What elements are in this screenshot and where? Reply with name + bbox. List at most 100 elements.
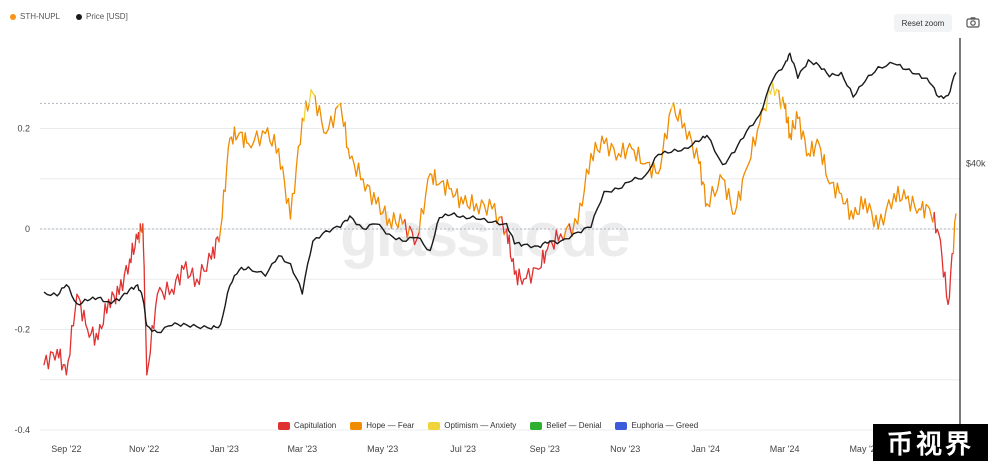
x-tick-label: Jan '23 xyxy=(210,444,239,454)
region-legend-item[interactable]: Euphoria — Greed xyxy=(615,421,698,430)
sth-nupl-segment xyxy=(67,354,71,362)
region-swatch xyxy=(350,421,363,430)
legend-item-sth-nupl[interactable]: STH-NUPL xyxy=(10,12,60,21)
sth-nupl-segment xyxy=(277,147,282,170)
sth-nupl-segment xyxy=(583,168,588,192)
sth-nupl-segment xyxy=(114,285,119,305)
sth-nupl-segment xyxy=(814,138,818,147)
sth-nupl-segment xyxy=(226,147,229,168)
sth-nupl-segment xyxy=(303,100,307,122)
price-line xyxy=(43,52,957,334)
sth-nupl-segment xyxy=(327,115,332,130)
sth-nupl-segment xyxy=(739,178,744,201)
sth-nupl-segment xyxy=(854,206,858,215)
sth-nupl-legend-label: STH-NUPL xyxy=(20,12,61,21)
sth-nupl-segment xyxy=(305,100,309,112)
sth-nupl-segment xyxy=(608,142,613,157)
sth-nupl-segment xyxy=(758,110,763,125)
sth-nupl-segment xyxy=(377,196,382,216)
sth-nupl-segment xyxy=(820,148,824,165)
sth-nupl-segment xyxy=(703,184,707,207)
region-legend-item[interactable]: Hope — Fear xyxy=(350,421,414,430)
sth-nupl-segment xyxy=(620,142,624,158)
sth-nupl-segment xyxy=(795,111,799,120)
sth-nupl-segment xyxy=(156,286,161,295)
top-legend: STH-NUPL Price [USD] xyxy=(10,12,128,21)
sth-nupl-segment xyxy=(147,351,151,365)
sth-nupl-segment xyxy=(650,162,655,179)
sth-nupl-segment xyxy=(840,193,844,205)
sth-nupl-segment xyxy=(657,167,661,175)
sth-nupl-segment xyxy=(351,155,355,165)
sth-nupl-segment xyxy=(804,138,808,157)
sth-nupl-segment xyxy=(153,306,157,330)
sth-nupl-segment xyxy=(450,188,454,198)
sth-nupl-segment xyxy=(516,268,520,286)
sth-nupl-segment xyxy=(83,309,87,326)
sth-nupl-segment xyxy=(860,195,864,210)
sth-nupl-segment xyxy=(711,185,716,197)
sth-nupl-segment xyxy=(289,192,294,220)
x-tick-label: May '23 xyxy=(367,444,398,454)
sth-nupl-segment xyxy=(745,163,750,170)
x-tick-label: Mar '24 xyxy=(770,444,800,454)
sth-nupl-segment xyxy=(907,195,911,212)
sth-nupl-segment xyxy=(897,185,901,202)
sth-nupl-segment xyxy=(613,147,617,161)
sth-nupl-segment xyxy=(357,162,362,181)
sth-nupl-segment xyxy=(699,161,703,186)
reset-zoom-button[interactable]: Reset zoom xyxy=(894,14,952,32)
sth-nupl-segment xyxy=(144,319,147,348)
sth-nupl-segment xyxy=(501,216,505,236)
sth-nupl-segment xyxy=(553,229,557,250)
sth-nupl-segment xyxy=(895,185,899,203)
sth-nupl-segment xyxy=(404,218,408,239)
sth-nupl-segment xyxy=(626,142,631,150)
sth-nupl-segment xyxy=(716,174,721,191)
sth-nupl-segment xyxy=(944,271,948,298)
sth-nupl-segment xyxy=(259,130,264,147)
sth-nupl-segment xyxy=(941,255,945,278)
sth-nupl-segment xyxy=(384,205,388,226)
sth-nupl-segment xyxy=(648,161,653,179)
sth-nupl-segment xyxy=(787,116,790,139)
sth-nupl-segment xyxy=(790,120,794,141)
sth-nupl-segment xyxy=(59,348,63,371)
camera-icon[interactable] xyxy=(966,15,980,29)
region-swatch xyxy=(530,421,543,430)
sth-nupl-segment xyxy=(724,179,728,200)
sth-nupl-segment xyxy=(928,208,932,217)
sth-nupl-segment xyxy=(205,252,210,272)
sth-nupl-segment xyxy=(868,202,873,213)
sth-nupl-segment xyxy=(527,268,532,284)
sth-nupl-segment xyxy=(256,130,261,147)
sth-nupl-segment xyxy=(427,173,431,180)
region-legend-item[interactable]: Belief — Denial xyxy=(530,421,601,430)
sth-nupl-segment xyxy=(729,202,734,215)
y-tick-label: 0 xyxy=(25,224,30,234)
sth-nupl-segment xyxy=(784,102,788,123)
sth-nupl-segment xyxy=(320,120,325,134)
legend-item-price[interactable]: Price [USD] xyxy=(76,12,128,21)
sth-nupl-segment xyxy=(525,268,530,279)
sth-nupl-segment xyxy=(780,96,784,110)
sth-nupl-segment xyxy=(92,326,96,346)
sth-nupl-segment xyxy=(475,203,480,215)
sth-nupl-segment xyxy=(473,203,477,212)
sth-nupl-segment xyxy=(233,126,237,141)
sth-nupl-segment xyxy=(227,137,231,149)
x-tick-label: Sep '23 xyxy=(530,444,560,454)
region-legend-item[interactable]: Capitulation xyxy=(278,421,336,430)
region-legend-item[interactable]: Optimism — Anxiety xyxy=(428,421,516,430)
sth-nupl-segment xyxy=(635,146,640,162)
sth-nupl-segment xyxy=(314,95,318,117)
sth-nupl-segment xyxy=(798,116,803,140)
sth-nupl-segment xyxy=(266,127,271,142)
sth-nupl-segment xyxy=(293,166,298,194)
sth-nupl-segment xyxy=(142,248,145,268)
sth-nupl-segment xyxy=(877,213,882,230)
sth-nupl-segment xyxy=(478,199,483,215)
sth-nupl-segment xyxy=(339,102,343,117)
sth-nupl-segment xyxy=(875,214,879,230)
sth-nupl-segment xyxy=(310,88,314,94)
